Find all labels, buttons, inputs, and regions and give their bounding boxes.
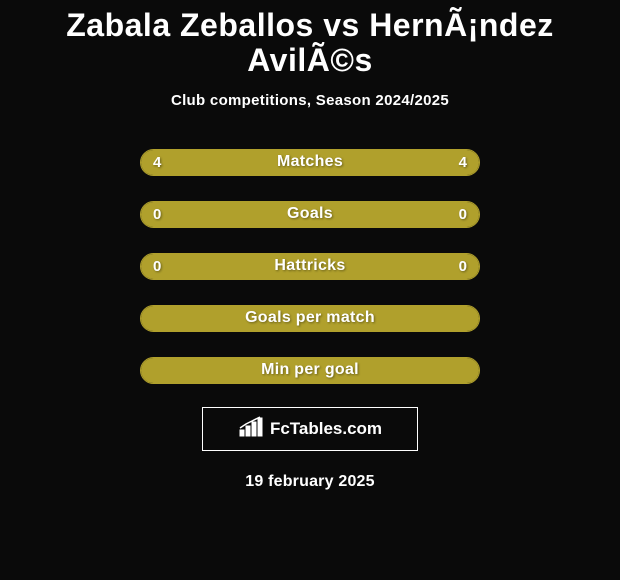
stat-row: Min per goal — [10, 355, 610, 385]
stat-row: 0 Goals 0 — [10, 199, 610, 229]
date-text: 19 february 2025 — [10, 473, 610, 491]
stat-bar: 0 Goals 0 — [140, 201, 480, 228]
stat-value-left: 0 — [153, 258, 161, 275]
stat-bar: 4 Matches 4 — [140, 149, 480, 176]
chart-icon — [238, 416, 264, 443]
subtitle: Club competitions, Season 2024/2025 — [10, 92, 610, 109]
stat-value-right: 4 — [459, 154, 467, 171]
stat-value-right: 0 — [459, 258, 467, 275]
brand-badge[interactable]: FcTables.com — [202, 407, 418, 451]
stat-row: Goals per match — [10, 303, 610, 333]
stat-bar: 0 Hattricks 0 — [140, 253, 480, 280]
page-title: Zabala Zeballos vs HernÃ¡ndez AvilÃ©s — [10, 0, 610, 78]
stat-value-left: 4 — [153, 154, 161, 171]
stat-label: Matches — [277, 153, 343, 171]
stat-label: Min per goal — [261, 361, 359, 379]
stat-value-left: 0 — [153, 206, 161, 223]
stat-label: Hattricks — [274, 257, 345, 275]
stat-label: Goals — [287, 205, 333, 223]
stat-row: 4 Matches 4 — [10, 147, 610, 177]
stat-value-right: 0 — [459, 206, 467, 223]
brand-text: FcTables.com — [270, 419, 382, 439]
stat-bar: Min per goal — [140, 357, 480, 384]
stats-area: 4 Matches 4 0 Goals 0 0 Hattricks 0 — [10, 147, 610, 385]
stat-bar: Goals per match — [140, 305, 480, 332]
stat-row: 0 Hattricks 0 — [10, 251, 610, 281]
stat-label: Goals per match — [245, 309, 375, 327]
